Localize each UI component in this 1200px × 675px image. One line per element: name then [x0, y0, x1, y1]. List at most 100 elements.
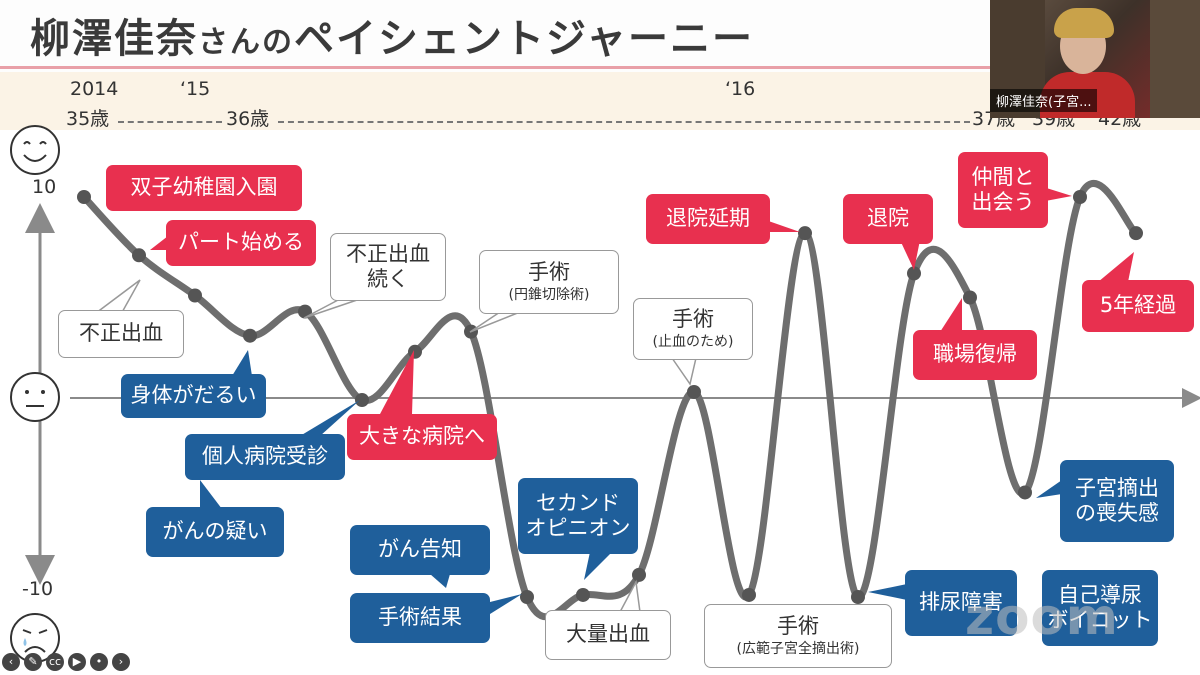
event-sublabel: (円錐切除術): [508, 287, 590, 304]
journey-point-16: [963, 290, 977, 305]
event-label: 仲間と 出会う: [971, 164, 1035, 214]
video-icon[interactable]: ▶: [68, 653, 86, 671]
journey-point-14: [851, 589, 865, 604]
journey-point-3: [243, 328, 257, 343]
event-conization-surgery: 手術 (円錐切除術): [479, 250, 619, 314]
y-tick-10: 10: [32, 176, 57, 198]
journey-point-19: [1129, 226, 1143, 241]
event-label: 不正出血 続く: [346, 241, 430, 291]
event-irregular-bleeding: 不正出血: [58, 310, 184, 358]
event-label: 双子幼稚園入園: [130, 175, 278, 200]
event-heavy-bleeding: 大量出血: [545, 610, 671, 660]
journey-point-17: [1018, 485, 1032, 500]
event-label: セカンド オピニオン: [525, 490, 631, 540]
callout-tail-8: [232, 350, 252, 376]
journey-point-15: [907, 266, 921, 281]
year-16: ‘16: [725, 78, 756, 100]
age-36: 36歳: [226, 108, 270, 130]
event-label: 手術: [777, 614, 819, 638]
page-title: 柳澤佳奈さんのペイシェントジャーニー: [30, 6, 754, 64]
event-return-to-work: 職場復帰: [913, 330, 1037, 380]
event-label: 手術: [672, 307, 714, 331]
title-underline: [0, 66, 990, 69]
event-five-years: 5年経過: [1082, 280, 1194, 332]
captions-icon[interactable]: cc: [46, 653, 64, 671]
event-fatigue: 身体がだるい: [121, 374, 266, 418]
journey-point-13: [798, 226, 812, 241]
event-label: 手術結果: [378, 605, 462, 630]
prev-icon[interactable]: ‹: [2, 653, 20, 671]
event-label: パート始める: [178, 230, 304, 255]
journey-point-18: [1073, 190, 1087, 204]
event-label: 退院: [867, 206, 909, 231]
event-sublabel: (止血のため): [652, 334, 734, 351]
event-meet-peers: 仲間と 出会う: [958, 152, 1048, 228]
journey-point-10: [632, 567, 646, 582]
journey-point-12: [742, 587, 756, 602]
callout-tail-14: [868, 584, 907, 600]
y-tick-minus-10: -10: [22, 578, 54, 600]
callout-tail-12: [490, 594, 522, 614]
journey-point-0: [77, 190, 91, 204]
event-label: 身体がだるい: [130, 383, 257, 408]
event-surgery-result: 手術結果: [350, 593, 490, 643]
event-label: がんの疑い: [162, 519, 268, 544]
age-dash-2: [278, 121, 970, 123]
callout-tail-13: [584, 552, 612, 580]
event-part-time: パート始める: [166, 220, 316, 266]
event-label: 子宮摘出 の喪失感: [1075, 475, 1159, 525]
event-label: 大きな病院へ: [359, 424, 485, 449]
presentation-toolbar: ‹ ✎ cc ▶ • ›: [2, 652, 130, 672]
more-icon[interactable]: •: [90, 653, 108, 671]
event-discharge: 退院: [843, 194, 933, 244]
callout-tail-4: [900, 240, 920, 270]
event-uterus-loss: 子宮摘出 の喪失感: [1060, 460, 1174, 542]
callout-tail-11: [430, 574, 450, 588]
event-label: 自己導尿 ボイコット: [1047, 582, 1153, 632]
next-icon[interactable]: ›: [112, 653, 130, 671]
journey-point-6: [408, 344, 422, 359]
callout-tail-18: [469, 311, 521, 333]
callout-tail-2: [380, 350, 414, 414]
year-15: ‘15: [180, 78, 211, 100]
event-discharge-delay: 退院延期: [646, 194, 770, 244]
journey-point-5: [355, 393, 369, 408]
participant-video[interactable]: 柳澤佳奈(子宮...: [990, 0, 1200, 118]
participant-name: 柳澤佳奈(子宮...: [990, 89, 1098, 112]
callout-tail-6: [1098, 252, 1134, 282]
journey-point-9: [576, 587, 590, 602]
event-label: 手術: [528, 260, 570, 284]
event-label: 不正出血: [79, 321, 163, 346]
pen-icon[interactable]: ✎: [24, 653, 42, 671]
journey-point-11: [687, 384, 701, 399]
event-bleeding-continues: 不正出血 続く: [330, 233, 446, 301]
event-big-hospital: 大きな病院へ: [347, 414, 497, 460]
event-label: 退院延期: [666, 206, 750, 231]
callout-tail-10: [200, 480, 222, 509]
event-label: 排尿障害: [919, 590, 1003, 615]
callout-tail-7: [940, 298, 962, 332]
event-hemostasis-surgery: 手術 (止血のため): [633, 298, 753, 360]
event-label: 大量出血: [566, 622, 650, 647]
happy-face-icon: [10, 125, 60, 175]
journey-curve: [80, 180, 1140, 621]
callout-tail-9: [300, 400, 360, 436]
title-rest: ペイシェントジャーニー: [294, 16, 754, 62]
event-label: 職場復帰: [933, 342, 1017, 367]
callout-tail-17: [303, 298, 361, 319]
event-self-catheter-boycott: 自己導尿 ボイコット: [1042, 570, 1158, 646]
title-name: 柳澤佳奈: [30, 16, 198, 62]
video-bg-right: [1150, 0, 1200, 118]
callout-tail-19: [670, 357, 697, 386]
event-cancer-diagnosis: がん告知: [350, 525, 490, 575]
neutral-face-icon: [10, 372, 60, 422]
event-second-opinion: セカンド オピニオン: [518, 478, 638, 554]
event-label: 5年経過: [1099, 293, 1177, 318]
sad-face-icon: [10, 613, 60, 663]
event-urination-disorder: 排尿障害: [905, 570, 1017, 636]
event-clinic-visit: 個人病院受診: [185, 434, 345, 480]
journey-point-1: [132, 248, 146, 263]
year-2014: 2014: [70, 78, 119, 100]
event-label: がん告知: [378, 537, 462, 562]
